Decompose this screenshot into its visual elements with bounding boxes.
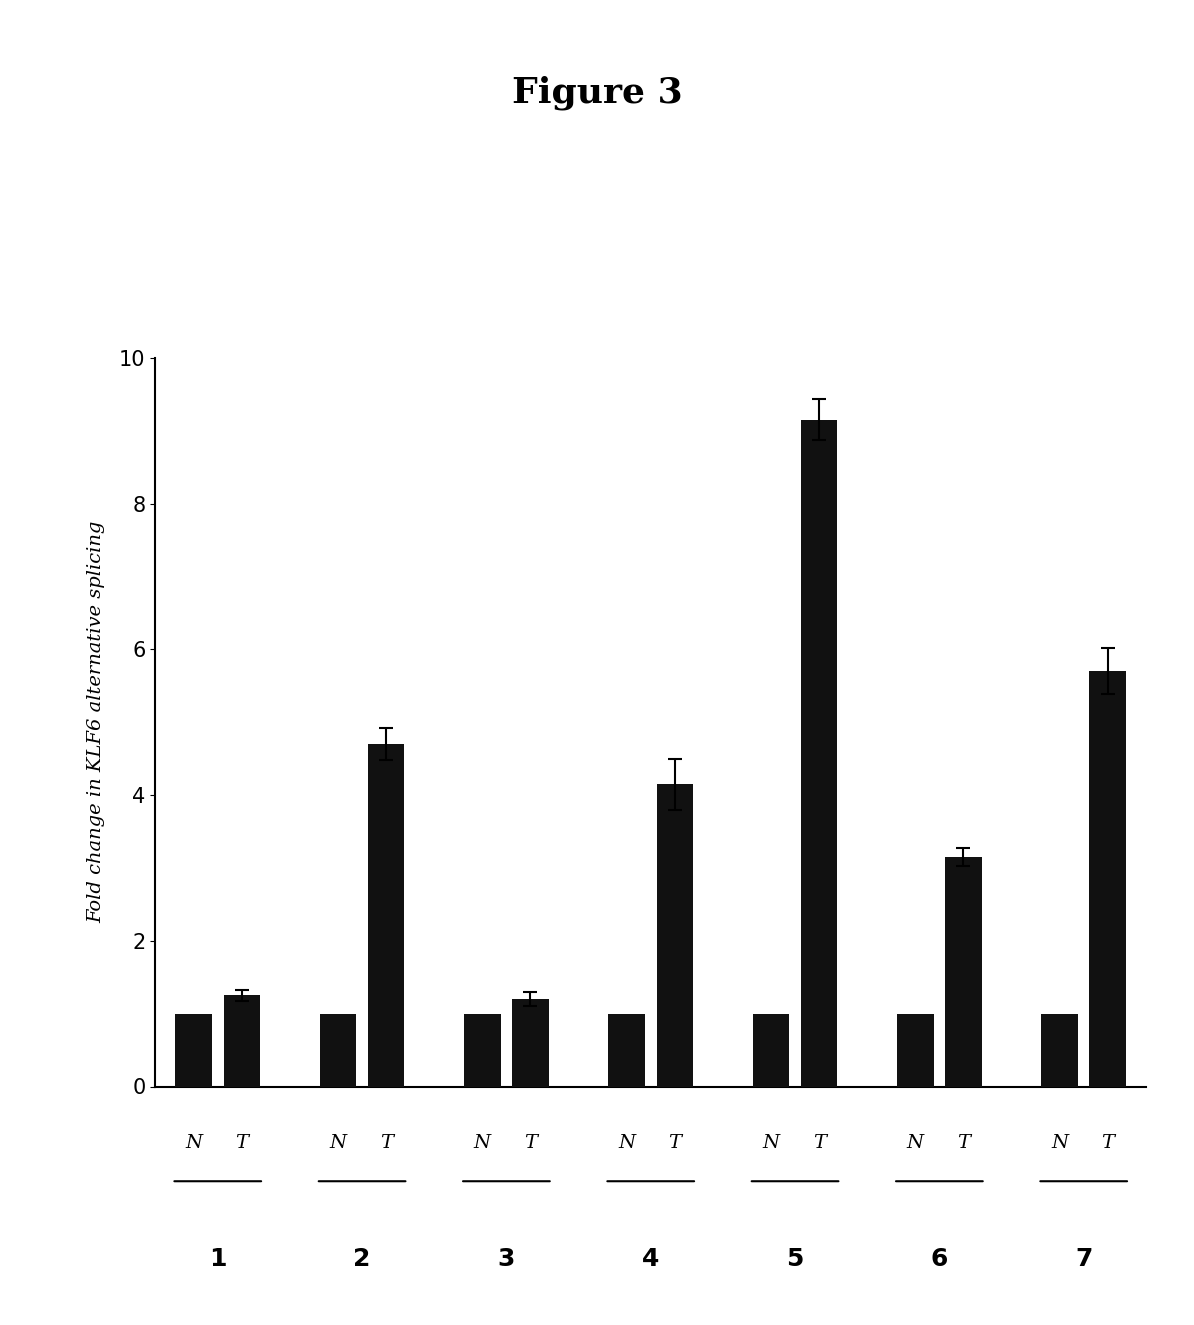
Bar [320, 1014, 356, 1086]
Bar [223, 995, 260, 1086]
Text: N: N [1051, 1134, 1069, 1151]
Text: T: T [813, 1134, 825, 1151]
Text: T: T [235, 1134, 248, 1151]
Bar [752, 1014, 789, 1086]
Text: Figure 3: Figure 3 [511, 76, 683, 110]
Bar [464, 1014, 500, 1086]
Bar [1041, 1014, 1078, 1086]
Text: 4: 4 [642, 1247, 659, 1271]
Bar [946, 857, 981, 1086]
Text: 3: 3 [498, 1247, 515, 1271]
Text: 5: 5 [787, 1247, 804, 1271]
Text: T: T [669, 1134, 682, 1151]
Text: N: N [330, 1134, 346, 1151]
Y-axis label: Fold change in KLF6 alternative splicing: Fold change in KLF6 alternative splicing [87, 521, 105, 924]
Text: N: N [618, 1134, 635, 1151]
Bar [368, 745, 405, 1086]
Text: N: N [763, 1134, 780, 1151]
Bar [512, 999, 549, 1086]
Text: 6: 6 [930, 1247, 948, 1271]
Text: T: T [380, 1134, 393, 1151]
Bar [609, 1014, 645, 1086]
Text: 1: 1 [209, 1247, 227, 1271]
Text: N: N [474, 1134, 491, 1151]
Text: N: N [185, 1134, 202, 1151]
Bar [657, 784, 693, 1086]
Text: T: T [956, 1134, 970, 1151]
Bar [176, 1014, 213, 1086]
Bar [801, 420, 837, 1086]
Text: N: N [906, 1134, 924, 1151]
Text: T: T [524, 1134, 537, 1151]
Text: 7: 7 [1075, 1247, 1093, 1271]
Bar [1089, 670, 1126, 1086]
Bar [897, 1014, 934, 1086]
Text: T: T [1101, 1134, 1114, 1151]
Text: 2: 2 [353, 1247, 371, 1271]
